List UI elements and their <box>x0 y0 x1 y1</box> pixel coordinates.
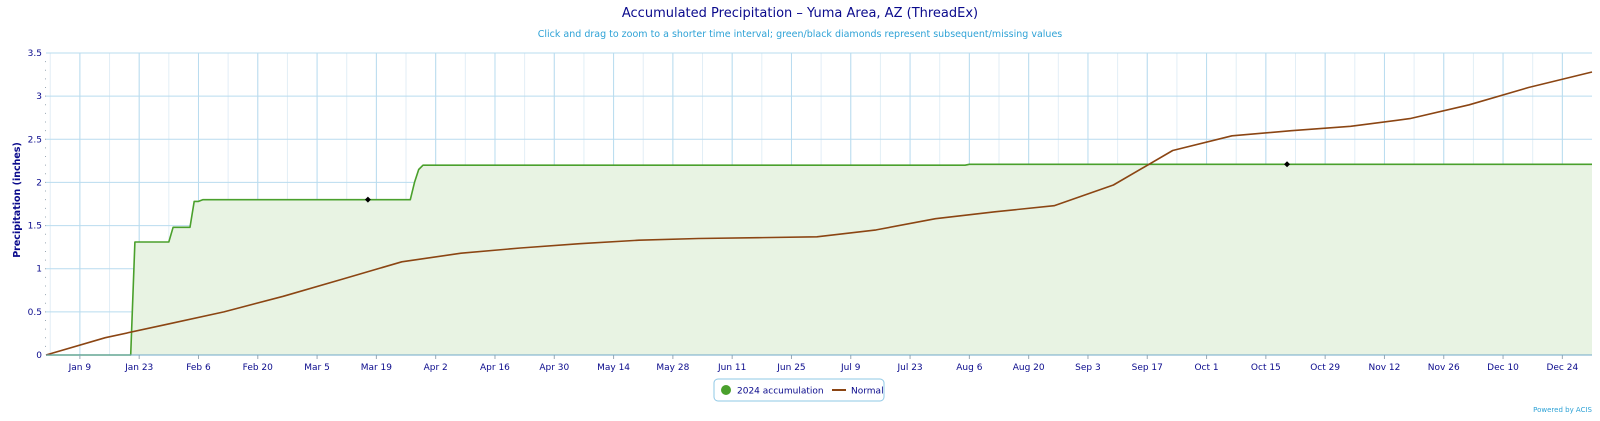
y-tick-label: 0 <box>36 351 42 361</box>
y-tick-label: 1.5 <box>28 222 42 232</box>
missing-value-diamond[interactable] <box>1284 161 1291 168</box>
x-tick-label: Jan 23 <box>124 363 153 373</box>
x-tick-label: Apr 30 <box>539 363 569 373</box>
legend-item-normal[interactable]: Normal <box>832 387 884 397</box>
x-tick-label: Feb 20 <box>243 363 274 373</box>
x-tick-label: Jul 23 <box>896 363 922 373</box>
x-tick-label: Feb 6 <box>186 363 211 373</box>
series-area-2024-accumulation <box>46 164 1592 355</box>
x-tick-label: Oct 1 <box>1194 363 1218 373</box>
x-tick-label: Oct 15 <box>1251 363 1281 373</box>
x-tick-label: Apr 16 <box>480 363 510 373</box>
x-tick-label: Apr 2 <box>424 363 448 373</box>
x-tick-label: Nov 12 <box>1369 363 1401 373</box>
x-tick-label: May 14 <box>597 363 630 373</box>
legend-label-normal: Normal <box>851 387 884 397</box>
plot-area[interactable] <box>45 71 1593 356</box>
missing-value-diamond[interactable] <box>364 196 371 203</box>
series-line-2024-accumulation[interactable] <box>46 163 1592 356</box>
y-tick-label: 3 <box>36 92 42 102</box>
y-tick-label: 2.5 <box>28 135 42 145</box>
x-tick-label: Jun 25 <box>776 363 805 373</box>
chart-subtitle: Click and drag to zoom to a shorter time… <box>538 29 1063 40</box>
y-tick-label: 3.5 <box>28 49 42 59</box>
y-tick-label: 2 <box>36 178 42 188</box>
x-tick-label: Sep 17 <box>1132 363 1163 373</box>
x-tick-label: Nov 26 <box>1428 363 1460 373</box>
x-tick-label: May 28 <box>656 363 689 373</box>
legend-item-2024-accumulation[interactable]: 2024 accumulation <box>721 385 824 397</box>
x-tick-label: Aug 20 <box>1013 363 1045 373</box>
x-tick-label: Jul 9 <box>840 363 861 373</box>
legend[interactable]: 2024 accumulation Normal <box>713 378 885 402</box>
legend-box <box>713 378 885 402</box>
x-tick-label: Sep 3 <box>1075 363 1101 373</box>
legend-swatch-2024 <box>721 385 731 395</box>
x-tick-label: Aug 6 <box>956 363 982 373</box>
y-axis: 0 0.5 1 1.5 2 2.5 3 3.5 <box>28 49 46 361</box>
series-line-normal[interactable] <box>45 71 1593 356</box>
x-tick-label: Jun 11 <box>717 363 746 373</box>
y-axis-label: Precipitation (inches) <box>12 142 23 258</box>
x-tick-label: Mar 19 <box>361 363 393 373</box>
chart-title: Accumulated Precipitation – Yuma Area, A… <box>622 6 978 21</box>
x-tick-label: Dec 24 <box>1546 363 1578 373</box>
y-tick-label: 1 <box>36 265 42 275</box>
legend-label-2024: 2024 accumulation <box>737 387 824 397</box>
x-tick-label: Dec 10 <box>1487 363 1519 373</box>
x-tick-label: Mar 5 <box>304 363 330 373</box>
x-tick-label: Oct 29 <box>1310 363 1340 373</box>
credits-link[interactable]: Powered by ACIS <box>1533 406 1592 414</box>
x-tick-label: Jan 9 <box>68 363 92 373</box>
y-tick-label: 0.5 <box>28 308 42 318</box>
x-axis: Jan 9 Jan 23 Feb 6 Feb 20 Mar 5 Mar 19 Apr 2 Ap… <box>46 354 1592 373</box>
